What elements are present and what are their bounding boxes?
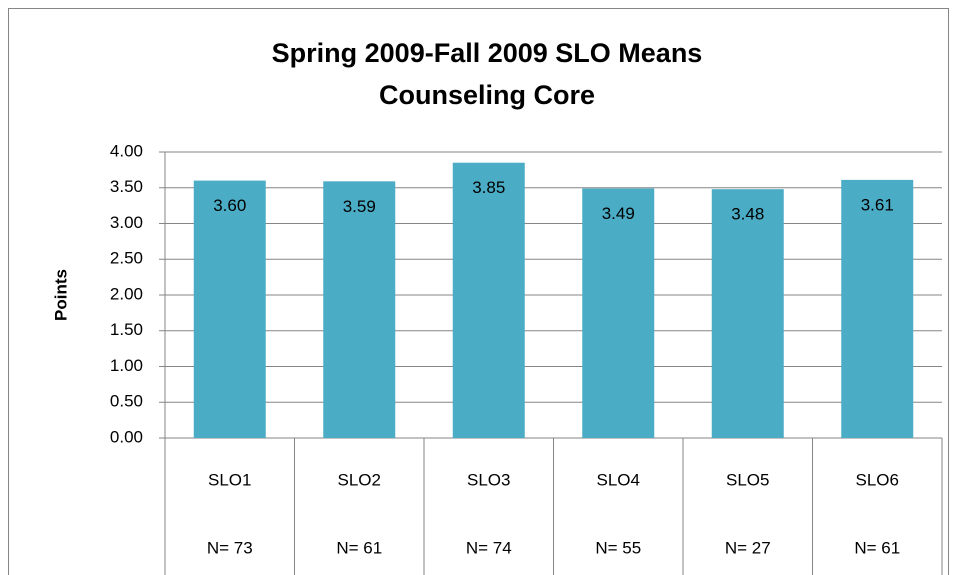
x-subcategory-label: N= 55 — [595, 538, 641, 557]
y-tick-label: 1.50 — [110, 320, 143, 339]
y-tick-label: 0.50 — [110, 392, 143, 411]
x-tick-label: SLO3 — [467, 470, 510, 489]
value-label: 3.48 — [731, 205, 764, 224]
value-label: 3.60 — [213, 196, 246, 215]
y-axis-title: Points — [51, 269, 70, 321]
x-tick-label: SLO5 — [726, 470, 769, 489]
y-tick-label: 3.50 — [110, 177, 143, 196]
x-tick-label: SLO6 — [856, 470, 899, 489]
x-subcategory-label: N= 74 — [466, 538, 512, 557]
y-tick-label: 2.50 — [110, 249, 143, 268]
y-tick-label: 3.00 — [110, 213, 143, 232]
x-tick-label: SLO2 — [338, 470, 381, 489]
value-label: 3.59 — [343, 197, 376, 216]
x-subcategory-label: N= 27 — [725, 538, 771, 557]
y-tick-label: 0.00 — [110, 427, 143, 446]
y-tick-label: 1.00 — [110, 356, 143, 375]
x-subcategory-label: N= 61 — [854, 538, 900, 557]
bar — [193, 180, 266, 438]
x-tick-label: SLO1 — [208, 470, 251, 489]
bar — [582, 188, 655, 438]
bar — [323, 181, 396, 438]
y-tick-label: 2.00 — [110, 284, 143, 303]
chart-title: Spring 2009-Fall 2009 SLO Means — [272, 38, 703, 68]
value-label: 3.49 — [602, 204, 635, 223]
bar — [841, 179, 914, 438]
value-label: 3.61 — [861, 195, 894, 214]
x-subcategory-label: N= 61 — [336, 538, 382, 557]
bar — [711, 189, 784, 438]
bar — [452, 162, 525, 438]
y-tick-label: 4.00 — [110, 141, 143, 160]
x-subcategory-label: N= 73 — [207, 538, 253, 557]
chart-subtitle: Counseling Core — [379, 80, 595, 110]
x-tick-label: SLO4 — [597, 470, 640, 489]
value-label: 3.85 — [472, 178, 505, 197]
